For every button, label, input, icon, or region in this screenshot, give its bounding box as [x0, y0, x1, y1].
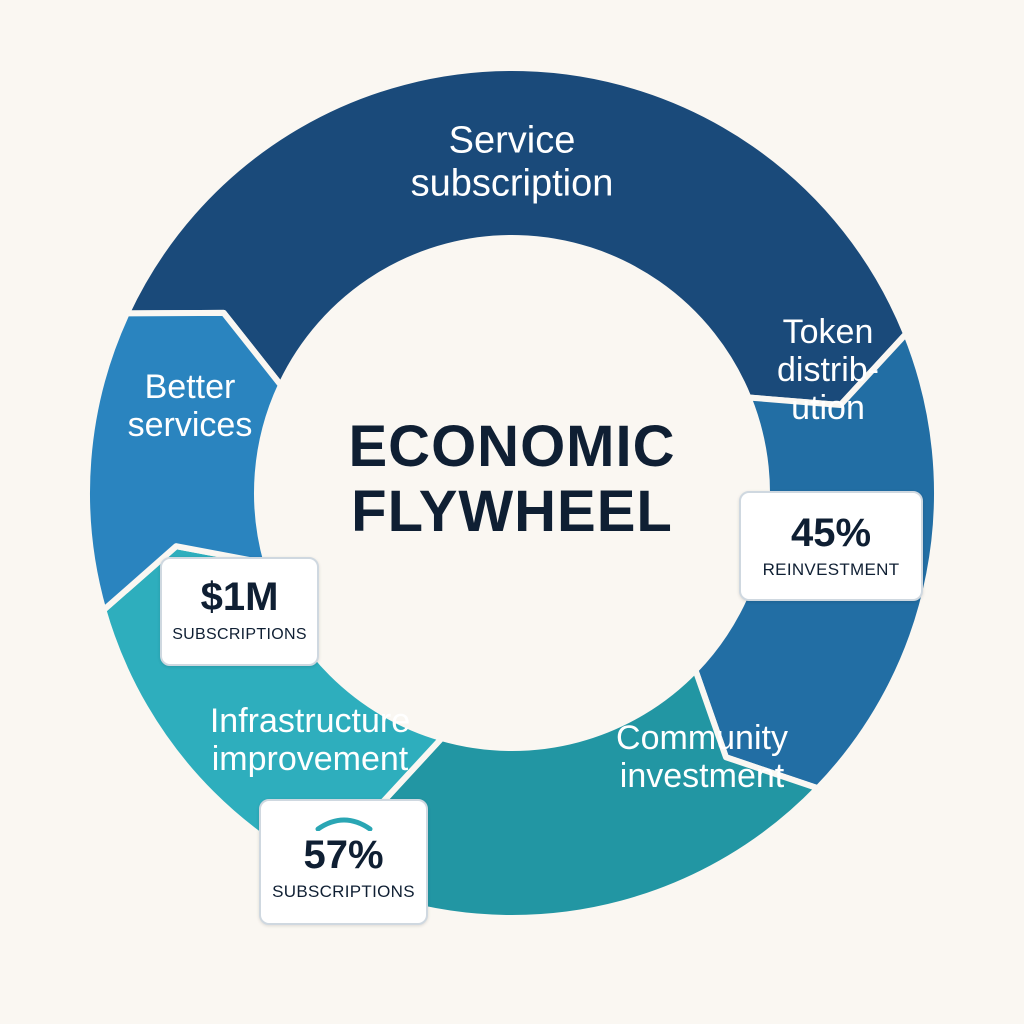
- stat-caption: SUBSCRIPTIONS: [172, 626, 307, 643]
- stat-value: $1M: [200, 575, 279, 619]
- segment-label-token-distribution: Token distrib- ution: [776, 312, 880, 428]
- segment-label-community-investment: Community investment: [616, 718, 788, 795]
- stat-caption: REINVESTMENT: [762, 560, 900, 579]
- segment-label-service-subscription: Service subscription: [410, 119, 614, 204]
- stat-card-subscriptions-percent: 57% SUBSCRIPTIONS: [259, 799, 428, 925]
- stat-value: 57%: [303, 833, 384, 877]
- stat-caption: SUBSCRIPTIONS: [272, 882, 415, 901]
- stat-card-reinvestment: 45% REINVESTMENT: [739, 491, 923, 601]
- stat-value: 45%: [790, 511, 872, 555]
- segment-service-subscription: [123, 65, 910, 409]
- gauge-arc-icon: [315, 817, 372, 831]
- segment-label-infrastructure-improvement: Infrastructure improvement: [209, 701, 411, 778]
- center-title: ECONOMIC FLYWHEEL: [348, 414, 676, 544]
- stat-card-subscriptions-amount: $1M SUBSCRIPTIONS: [160, 557, 319, 666]
- segment-label-better-services: Better services: [127, 367, 253, 444]
- segment-better-services: [84, 309, 284, 614]
